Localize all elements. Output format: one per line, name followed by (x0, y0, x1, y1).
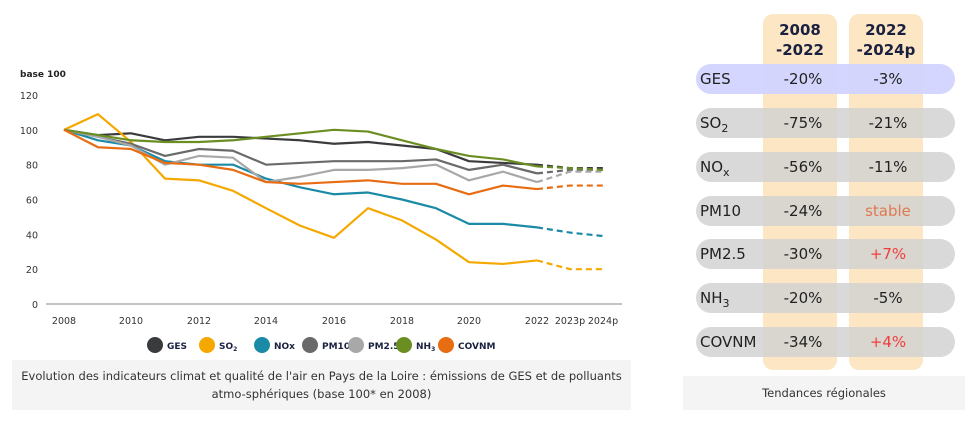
chart-caption: Evolution des indicateurs climat et qual… (12, 360, 631, 410)
row-label: GES (700, 70, 731, 88)
column-header-2008-2022: 2008 -2022 (776, 21, 824, 59)
y-tick-label: 80 (26, 161, 38, 172)
value-2022-2024p: -5% (873, 289, 903, 307)
row-label: PM10 (700, 202, 742, 220)
value-2022-2024p: +7% (869, 245, 907, 263)
x-tick-label: 2022 (525, 316, 549, 327)
table-row: PM2.5 -30% +7% (696, 239, 955, 269)
value-2008-2022: -56% (783, 158, 823, 176)
x-tick-label: 2012 (187, 316, 211, 327)
series-line-pm10 (63, 128, 538, 175)
legend-marker (348, 337, 364, 353)
legend-label: PM2.5 (368, 342, 400, 352)
x-tick-label: 2020 (457, 316, 481, 327)
legend-marker (302, 337, 318, 353)
legend-label: SO2 (219, 342, 237, 353)
table-row: SO2 -75% -21% (696, 108, 955, 138)
legend-label: PM10 (322, 342, 350, 352)
x-tick-label: 2016 (322, 316, 346, 327)
y-tick-label: 20 (26, 265, 38, 276)
value-2008-2022: -24% (783, 202, 823, 220)
y-axis-label: base 100 (20, 70, 66, 80)
legend-marker (396, 337, 412, 353)
row-label: NH3 (700, 289, 730, 310)
value-2008-2022: -20% (783, 289, 823, 307)
row-label: NOx (700, 158, 730, 179)
x-tick-label: 2010 (119, 316, 143, 327)
series-line-covnm (63, 128, 538, 196)
x-tick-label: 2023p (555, 316, 585, 327)
table-row: NOx -56% -11% (696, 152, 955, 182)
table-row: PM10 -24% stable (696, 196, 955, 226)
table-row: COVNM -34% +4% (696, 327, 955, 357)
value-2008-2022: -34% (783, 333, 823, 351)
y-tick-label: 0 (32, 300, 38, 311)
value-2008-2022: -20% (783, 70, 823, 88)
row-label: COVNM (700, 333, 757, 351)
value-2022-2024p: stable (865, 202, 911, 220)
x-tick-label: 2014 (254, 316, 278, 327)
row-label: SO2 (700, 114, 729, 135)
value-2022-2024p: -11% (868, 158, 908, 176)
series-line-so2 (63, 113, 538, 266)
series-projection-nox (536, 226, 604, 238)
series-projection-pm25 (536, 170, 603, 184)
x-tick-label: 2024p (588, 316, 618, 327)
table-row: NH3 -20% -5% (696, 283, 955, 313)
value-2022-2024p: -21% (868, 114, 908, 132)
y-tick-label: 60 (26, 196, 38, 207)
legend-label: NH3 (416, 342, 435, 353)
column-header-2022-2024p: 2022 -2024p (856, 21, 916, 59)
series-line-nh3 (63, 128, 538, 168)
y-tick-label: 100 (20, 126, 38, 137)
table-row: GES -20% -3% (696, 64, 955, 94)
series-line-ges (63, 128, 538, 166)
legend-label: COVNM (458, 342, 496, 352)
value-2022-2024p: +4% (869, 333, 907, 351)
row-label: PM2.5 (700, 245, 746, 263)
table-caption: Tendances régionales (683, 376, 965, 410)
legend-label: NOx (274, 342, 295, 352)
value-2008-2022: -30% (783, 245, 823, 263)
value-2008-2022: -75% (783, 114, 823, 132)
series-line-pm25 (63, 128, 538, 184)
legend-marker (147, 337, 163, 353)
x-tick-label: 2018 (390, 316, 414, 327)
legend-label: GES (167, 342, 187, 352)
series-projection-covnm (536, 184, 603, 191)
legend-marker (438, 337, 454, 353)
line-chart: base 100 0 20 40 60 80 100 120 2008 2010 2012 2014 2… (20, 70, 622, 353)
y-tick-label: 120 (20, 91, 38, 102)
x-tick-label: 2008 (52, 316, 76, 327)
legend-marker (254, 337, 270, 353)
series-projection-so2 (536, 259, 603, 271)
legend-marker (199, 337, 215, 353)
value-2022-2024p: -3% (873, 70, 903, 88)
series-projection-nh3 (536, 165, 604, 171)
y-tick-label: 40 (26, 230, 38, 241)
